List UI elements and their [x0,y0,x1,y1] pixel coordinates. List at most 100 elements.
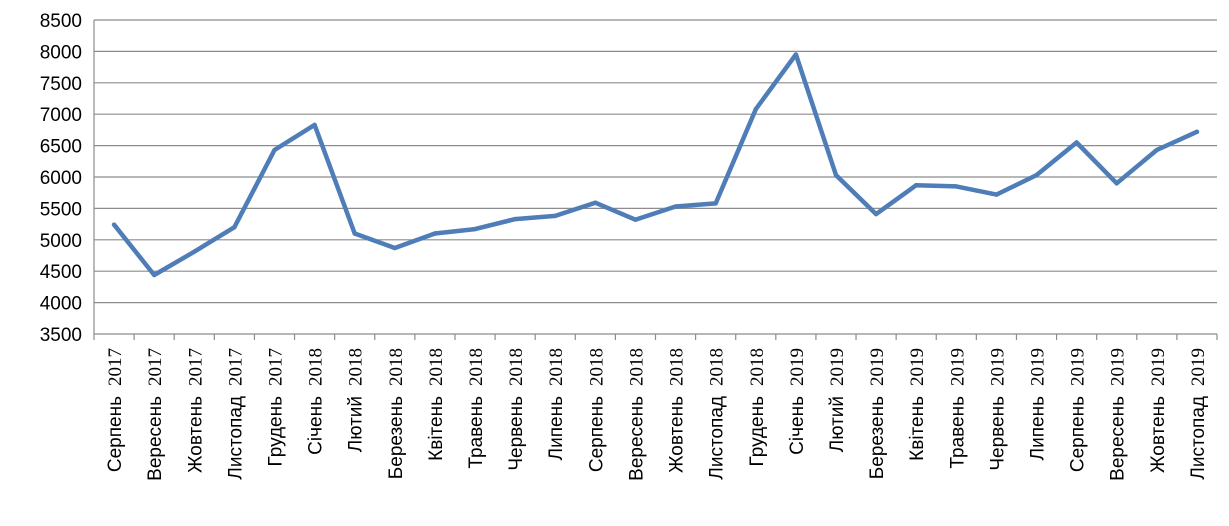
x-tick-label: Листопад 2019 [1188,348,1209,480]
x-tick-label: Січень 2019 [787,348,808,455]
x-tick-label: Вересень 2019 [1108,348,1129,481]
x-tick-month: Липень [1028,396,1049,460]
x-tick-month: Серпень [105,396,126,472]
data-point [793,52,799,57]
x-tick-month: Листопад [1188,396,1209,480]
x-tick-year: 2019 [907,348,928,386]
data-point [151,272,157,278]
data-point [713,201,718,206]
x-tick-year: 2018 [306,348,327,386]
x-tick-label: Липень 2019 [1028,348,1049,460]
x-tick-month: Листопад [707,396,728,480]
data-point [994,192,999,197]
x-tick-month: Березень [867,396,888,479]
x-tick-month: Серпень [1068,396,1089,472]
data-point [232,225,237,230]
x-tick-month: Жовтень [1148,396,1169,473]
x-tick-year: 2018 [506,348,527,386]
x-tick-label: Листопад 2017 [225,348,246,480]
x-tick-label: Березень 2019 [867,348,888,479]
x-tick-month: Червень [987,396,1008,471]
x-tick-year: 2018 [586,348,607,386]
data-point [873,211,879,217]
data-point [192,249,197,254]
x-tick-year: 2019 [827,348,848,386]
x-tick-label: Квітень 2018 [426,348,447,461]
data-point [392,245,398,251]
data-point [593,200,598,205]
y-axis-tick-labels: 3500 4000 4500 5000 5500 6000 6500 7000 7500 8000… [40,11,82,346]
x-tick-month: Квітень [907,396,928,461]
gridlines [94,19,1217,304]
data-point [432,231,438,236]
data-point [1114,181,1119,186]
x-tick-year: 2019 [1188,348,1209,386]
x-tick-month: Березень [386,396,407,479]
x-tick-label: Вересень 2018 [626,348,647,481]
x-tick-label: Березень 2018 [386,348,407,479]
x-tick-label: Червень 2018 [506,348,527,471]
data-point [1034,172,1039,178]
x-tick-year: 2018 [546,348,567,386]
x-tick-month: Травень [466,396,487,469]
data-point [553,213,558,219]
data-point [833,172,839,178]
x-tick-year: 2018 [747,348,768,386]
x-tick-year: 2019 [787,348,808,386]
x-tick-year: 2018 [667,348,688,386]
x-tick-year: 2017 [145,348,166,386]
x-tick-year: 2019 [1028,348,1049,386]
x-tick-month: Лютий [346,396,367,452]
x-tick-label: Серпень 2018 [586,348,607,472]
y-tick-label: 7500 [40,74,82,95]
data-point [954,184,959,189]
y-tick-label: 6000 [40,168,82,189]
x-tick-month: Жовтень [667,396,688,473]
x-tick-year: 2019 [867,348,888,386]
data-point [472,226,478,232]
data-point [753,106,758,112]
x-tick-label: Серпень 2019 [1068,348,1089,472]
x-tick-year: 2019 [947,348,968,386]
y-tick-label: 4000 [40,294,82,315]
x-tick-label: Листопад 2018 [707,348,728,480]
x-tick-year: 2018 [426,348,447,386]
x-tick-label: Квітень 2019 [907,348,928,461]
x-tick-month: Листопад [225,396,246,480]
x-tick-label: Грудень 2017 [265,348,286,467]
x-tick-month: Вересень [145,396,166,481]
x-tick-month: Вересень [1108,396,1129,481]
y-tick-label: 4500 [40,262,82,283]
x-tick-year: 2017 [225,348,246,386]
y-tick-label: 5500 [40,199,82,220]
y-tick-label: 6500 [40,137,82,158]
x-tick-month: Квітень [426,396,447,461]
x-tick-month: Серпень [586,396,607,472]
x-tick-month: Жовтень [185,396,206,473]
x-tick-year: 2018 [386,348,407,386]
x-tick-label: Вересень 2017 [145,348,166,481]
x-axis-tick-labels: Серпень2017Вересень2017Жовтень2017Листоп… [105,348,1209,481]
x-tick-year: 2019 [987,348,1008,386]
x-tick-year: 2017 [185,348,206,386]
x-tick-year: 2019 [1108,348,1129,386]
x-tick-label: Жовтень 2017 [185,348,206,473]
x-tick-label: Серпень 2017 [105,348,126,472]
x-tick-month: Січень [787,396,808,455]
data-point [352,231,357,236]
x-tick-label: Травень 2018 [466,348,487,469]
x-tick-label: Грудень 2018 [747,348,768,467]
x-tick-year: 2019 [1148,348,1169,386]
data-point [913,182,919,188]
axes [93,20,1218,340]
x-tick-month: Грудень [265,396,286,467]
x-tick-label: Лютий 2018 [346,348,367,452]
x-tick-label: Червень 2019 [987,348,1008,471]
x-tick-label: Жовтень 2018 [667,348,688,473]
x-tick-label: Жовтень 2019 [1148,348,1169,473]
x-tick-month: Вересень [626,396,647,481]
data-point [272,147,277,153]
x-tick-year: 2017 [105,348,126,386]
series-layer [111,52,1200,278]
data-point [1154,147,1160,153]
